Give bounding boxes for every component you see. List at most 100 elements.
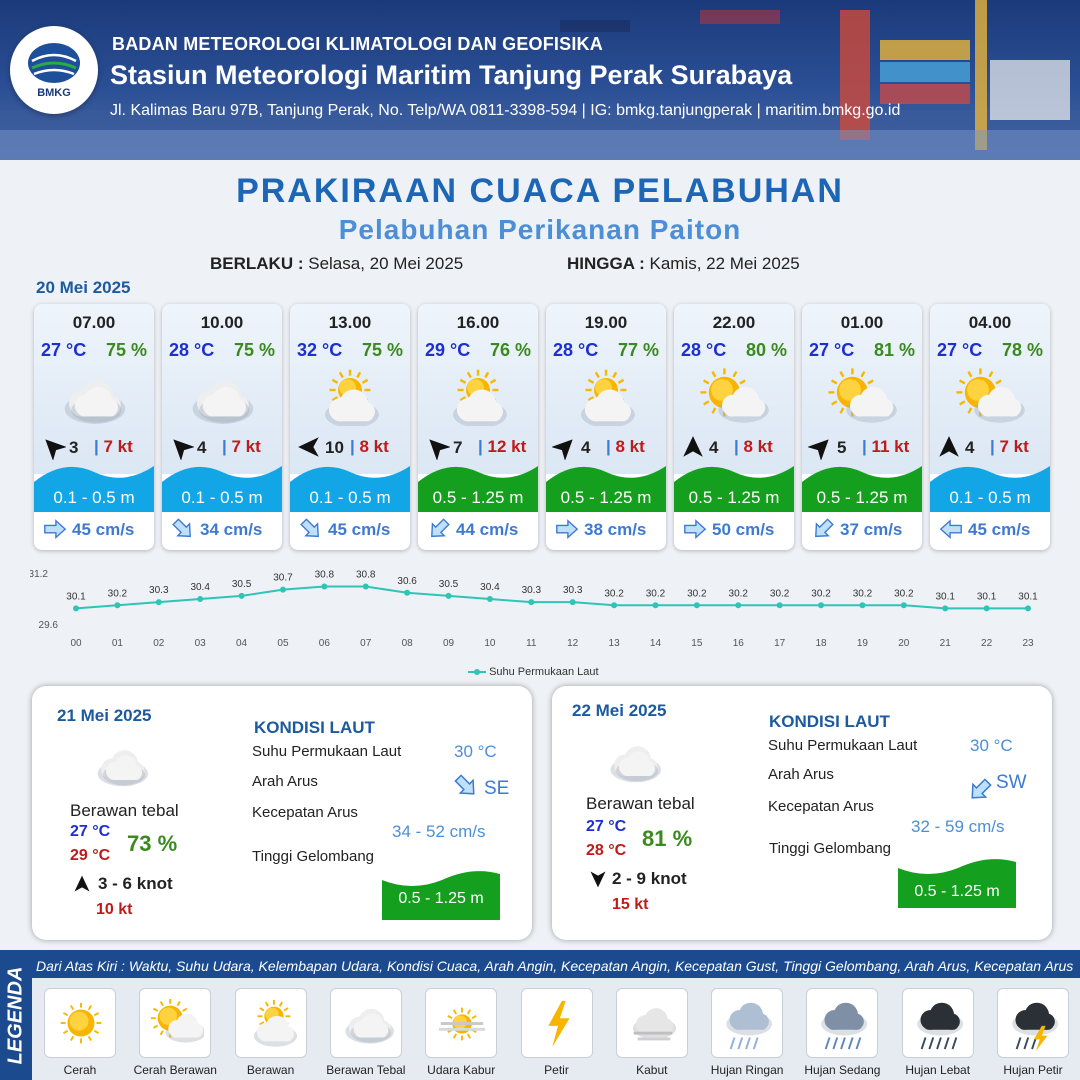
gust-speed: | 7 kt [94,437,133,456]
day1-date: 20 Mei 2025 [36,278,131,297]
sst-data-point [197,596,204,602]
wind-speed: 5 [837,438,847,457]
wind-direction [936,434,962,460]
valid-to-label: HINGGA : [567,254,645,273]
legend-item-label: Hujan Ringan [710,1063,784,1077]
y-tick-label: 29.6 [39,620,59,631]
wind-speed: 10 [325,438,344,457]
wave-shape [162,466,282,512]
legend-item [234,988,307,1058]
x-tick-label: 00 [70,638,82,649]
humidity: 80 % [745,340,787,360]
sst-value: 30 °C [454,742,497,761]
forecast-time: 16.00 [456,313,500,332]
sst-data-point [818,602,825,609]
wave-height-value: 0.5 - 1.25 m [914,883,1000,900]
wind-arrow-icon [939,436,959,457]
berawan-icon [581,369,635,426]
sst-data-label: 30.4 [480,582,500,593]
summary-date: 22 Mei 2025 [572,701,667,720]
sst-data-label: 30.8 [315,570,335,581]
cerah-berawan-icon [828,368,897,423]
air-temperature: 32 °C [297,340,343,360]
sst-data-label: 30.7 [273,573,293,584]
current-speed-value: 32 - 59 cm/s [911,817,1005,836]
sst-data-label: 30.5 [232,579,252,590]
current-direction [42,518,68,542]
x-tick-label: 23 [1022,638,1034,649]
legend-item [711,988,784,1058]
gust-value: 12 kt [487,437,527,456]
forecast-card: 22.00 28 °C 80 % 4 | 8 kt 0.5 - 1.25 m 5… [674,304,794,550]
current-speed: 37 cm/s [840,520,903,539]
current-arrow-icon [44,519,67,540]
legend-item [44,988,116,1058]
current-speed-label: Kecepatan Arus [252,804,358,821]
humidity: 75 % [361,340,403,360]
cerah-icon [60,1002,102,1044]
hujan-lebat-icon [916,1002,963,1050]
berawan-icon [325,369,379,426]
sst-data-label: 30.1 [977,591,997,602]
sst-data-label: 30.1 [66,591,86,602]
wave-height: 0.1 - 0.5 m [53,488,135,507]
hujan-sedang-icon [821,1002,868,1050]
gust-value: 8 kt [359,437,389,456]
sst-data-point [279,586,286,593]
header-banner: BMKG BADAN METEOROLOGI KLIMATOLOGI DAN G… [0,0,1080,160]
legend-item-label: Udara Kabur [427,1063,496,1077]
wave-height-label: Tinggi Gelombang [769,840,892,857]
gust-speed: | 12 kt [478,437,527,456]
wind-speed: 4 [709,438,719,457]
legend-item [997,988,1069,1058]
sst-data-point [652,602,659,609]
current-direction-value: SE [484,778,510,799]
gust-value: 7 kt [999,437,1029,456]
station-address: Jl. Kalimas Baru 97B, Tanjung Perak, No.… [110,102,901,119]
x-tick-label: 01 [112,638,124,649]
sst-data-label: 30.1 [935,591,955,602]
temp-max: 29 °C [70,847,111,864]
current-direction [682,518,708,542]
wave-height: 0.1 - 0.5 m [181,488,263,507]
sst-data-label: 30.3 [149,585,169,596]
sst-data-label: 30.6 [397,576,417,587]
x-tick-label: 21 [940,638,952,649]
y-tick-label: 31.2 [30,569,48,580]
berawan-tebal-icon [192,380,254,424]
valid-from: BERLAKU : Selasa, 20 Mei 2025 [210,254,463,274]
x-tick-label: 09 [443,638,455,649]
current-arrow-icon [172,518,191,538]
berawan-tebal-icon [345,1008,394,1044]
weather-condition: Berawan tebal [586,794,695,813]
cerah-berawan-icon [956,368,1025,423]
station-name: Stasiun Meteorologi Maritim Tanjung Pera… [110,60,793,90]
humidity: 75 % [233,340,275,360]
current-arrow-icon [431,518,450,538]
wind-direction [72,874,92,894]
current-arrow-icon [454,774,475,795]
sst-series-line [75,585,1028,610]
kabut-icon [632,1008,676,1041]
berawan-icon [453,369,507,426]
page-title: PRAKIRAAN CUACA PELABUHAN [236,172,844,210]
sst-data-label: 30.2 [108,588,128,599]
sea-condition-heading: KONDISI LAUT [769,712,890,731]
wind-range: 2 - 9 knot [612,869,687,888]
legend-item [520,988,593,1058]
current-direction-label: Arah Arus [252,773,318,790]
forecast-card: 16.00 29 °C 76 % 7 | 12 kt 0.5 - 1.25 m … [418,304,538,550]
petir-icon [547,1000,570,1048]
legend-item-label: Hujan Petir [1003,1063,1063,1077]
x-tick-label: 14 [650,638,662,649]
current-speed: 34 cm/s [200,520,263,539]
udara-kabur-icon [439,1007,486,1041]
sst-data-point [1025,605,1031,612]
summary-date: 21 Mei 2025 [57,706,152,725]
wind-speed: 7 [453,438,463,457]
air-temperature: 27 °C [809,340,855,360]
x-tick-label: 05 [277,638,289,649]
sst-data-label: 30.8 [356,570,376,581]
current-direction [810,518,836,542]
hujan-ringan-icon [726,1002,773,1050]
